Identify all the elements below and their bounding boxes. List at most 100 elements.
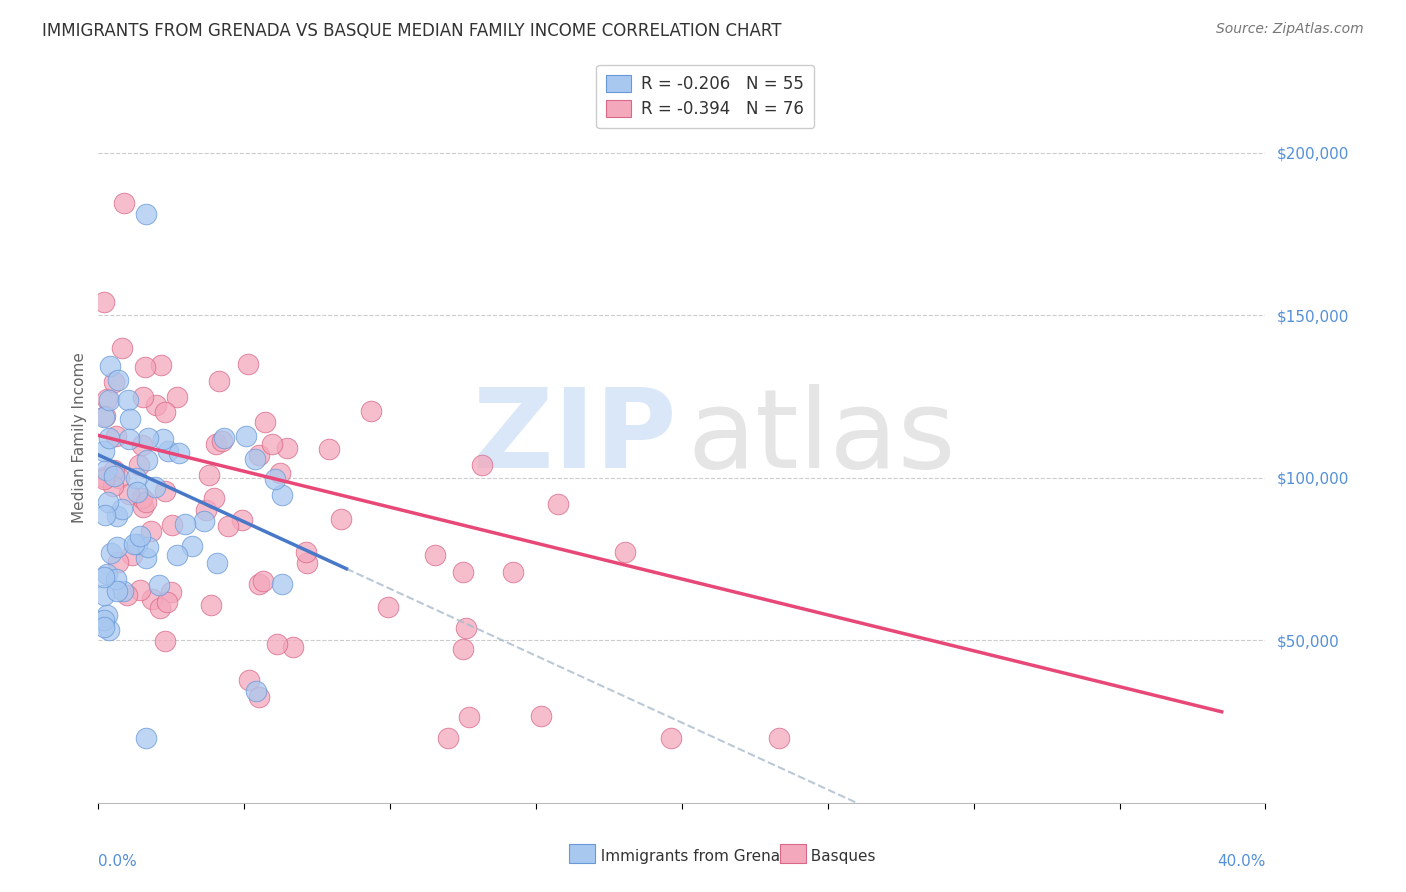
Point bbox=[166, 391, 188, 405]
Point bbox=[93, 569, 115, 583]
Point bbox=[453, 565, 475, 579]
Point bbox=[270, 577, 292, 591]
Point bbox=[93, 295, 115, 310]
Point bbox=[211, 434, 233, 448]
Point bbox=[160, 517, 183, 532]
Point bbox=[156, 443, 179, 458]
Point bbox=[614, 545, 637, 559]
Point bbox=[253, 416, 276, 430]
Point bbox=[132, 500, 155, 514]
Point bbox=[134, 359, 156, 374]
Point bbox=[103, 463, 125, 477]
Point bbox=[98, 393, 121, 408]
Point bbox=[131, 438, 153, 452]
Point bbox=[93, 472, 115, 486]
Point bbox=[93, 614, 115, 628]
Point bbox=[205, 556, 228, 570]
Point bbox=[107, 541, 129, 555]
Point bbox=[153, 633, 176, 648]
Point bbox=[243, 452, 266, 467]
Text: IMMIGRANTS FROM GRENADA VS BASQUE MEDIAN FAMILY INCOME CORRELATION CHART: IMMIGRANTS FROM GRENADA VS BASQUE MEDIAN… bbox=[42, 22, 782, 40]
Point bbox=[96, 392, 118, 406]
Point bbox=[423, 549, 446, 563]
Point bbox=[453, 641, 475, 656]
Point bbox=[135, 551, 157, 566]
Point bbox=[235, 429, 257, 443]
Point bbox=[195, 503, 218, 517]
Point bbox=[202, 491, 225, 505]
Point bbox=[318, 442, 340, 456]
Point bbox=[276, 442, 298, 456]
Point bbox=[204, 437, 226, 451]
Point bbox=[247, 448, 270, 462]
Point bbox=[231, 513, 253, 527]
Point bbox=[156, 595, 179, 609]
Point bbox=[160, 585, 183, 599]
Point bbox=[127, 537, 149, 551]
Point bbox=[266, 637, 288, 651]
Point bbox=[247, 690, 270, 705]
Point bbox=[93, 470, 115, 484]
Point bbox=[117, 393, 139, 408]
Point bbox=[107, 555, 129, 569]
Point bbox=[174, 516, 197, 531]
Point bbox=[101, 479, 124, 493]
Point bbox=[125, 470, 148, 484]
Point bbox=[208, 374, 231, 388]
Text: Immigrants from Grenada: Immigrants from Grenada bbox=[591, 849, 799, 863]
Point bbox=[132, 390, 155, 404]
Point bbox=[112, 584, 135, 599]
Text: 40.0%: 40.0% bbox=[1218, 854, 1265, 869]
Point bbox=[260, 437, 283, 451]
Point bbox=[153, 484, 176, 499]
Point bbox=[166, 548, 188, 562]
Point bbox=[377, 600, 399, 615]
Point bbox=[135, 494, 157, 508]
Point bbox=[93, 444, 115, 458]
Point bbox=[330, 512, 353, 526]
Point bbox=[141, 592, 163, 607]
Point bbox=[93, 409, 115, 424]
Point bbox=[121, 549, 143, 563]
Point bbox=[238, 673, 260, 688]
Point bbox=[111, 501, 134, 516]
Point bbox=[128, 582, 150, 597]
Point bbox=[252, 574, 274, 588]
Point bbox=[103, 376, 125, 390]
Point bbox=[136, 540, 159, 554]
Point bbox=[471, 458, 494, 473]
Point bbox=[547, 497, 569, 511]
Point bbox=[150, 358, 173, 372]
Point bbox=[125, 485, 148, 500]
Y-axis label: Median Family Income: Median Family Income bbox=[72, 351, 87, 523]
Point bbox=[104, 429, 127, 443]
Point bbox=[139, 524, 162, 539]
Text: Basques: Basques bbox=[801, 849, 876, 863]
Point bbox=[167, 446, 190, 460]
Point bbox=[283, 640, 305, 655]
Point bbox=[135, 207, 157, 221]
Point bbox=[94, 409, 117, 424]
Point bbox=[197, 468, 219, 483]
Point bbox=[120, 412, 142, 426]
Point bbox=[107, 373, 129, 387]
Point bbox=[94, 508, 117, 522]
Point bbox=[98, 431, 121, 445]
Point bbox=[96, 567, 118, 582]
Text: atlas: atlas bbox=[688, 384, 956, 491]
Point bbox=[118, 432, 141, 446]
Point bbox=[271, 488, 294, 502]
Point bbox=[112, 195, 135, 210]
Point bbox=[136, 431, 159, 445]
Point bbox=[236, 357, 259, 371]
Point bbox=[502, 565, 524, 579]
Point bbox=[93, 588, 115, 602]
Point bbox=[148, 578, 170, 592]
Point bbox=[145, 398, 167, 412]
Point bbox=[108, 471, 131, 485]
Point bbox=[269, 466, 291, 480]
Point bbox=[103, 469, 125, 483]
Point bbox=[457, 710, 479, 724]
Point bbox=[249, 577, 271, 591]
Point bbox=[214, 431, 236, 445]
